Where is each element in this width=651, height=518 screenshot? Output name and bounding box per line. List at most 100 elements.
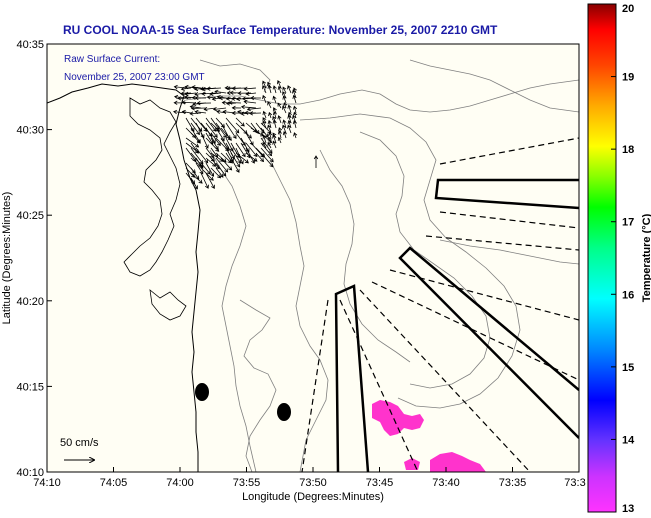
current-vector-arrow bbox=[181, 109, 192, 115]
current-vector-arrow bbox=[255, 152, 265, 163]
current-vector-arrow bbox=[206, 86, 222, 91]
radar-sector-1 bbox=[434, 178, 579, 210]
current-vector-arrow bbox=[268, 131, 273, 139]
current-vector-arrow bbox=[194, 91, 207, 97]
current-vector-arrow bbox=[199, 86, 212, 91]
scale-label: 50 cm/s bbox=[60, 437, 99, 449]
current-vector-arrow bbox=[195, 122, 205, 139]
radar-sector-3 bbox=[334, 284, 370, 472]
current-vector-arrow bbox=[262, 117, 267, 124]
isobath-contour-8 bbox=[239, 299, 277, 472]
x-axis-label: Longitude (Degrees:Minutes) bbox=[242, 491, 384, 503]
current-vector-arrow bbox=[190, 122, 200, 136]
x-tick-label: 73:40 bbox=[432, 477, 460, 489]
current-vector-arrow bbox=[205, 157, 217, 167]
colorbar-tick-label: 18 bbox=[622, 144, 634, 156]
current-vector-arrow bbox=[240, 104, 257, 110]
current-vector-arrow bbox=[272, 85, 277, 94]
current-vector-arrow bbox=[272, 107, 277, 114]
current-vector-arrow bbox=[214, 89, 227, 94]
isobath-contour-5 bbox=[299, 113, 521, 409]
current-vector-arrow bbox=[260, 152, 274, 168]
current-vector-arrow bbox=[287, 124, 292, 134]
current-vector-arrow bbox=[205, 122, 218, 138]
current-vector-arrow bbox=[195, 157, 204, 169]
current-vector-arrow bbox=[180, 86, 192, 91]
current-vector-arrow bbox=[272, 140, 277, 149]
current-vector-arrow bbox=[277, 85, 282, 94]
current-vector-arrow bbox=[218, 95, 232, 101]
estuary-outline bbox=[123, 97, 181, 277]
current-vector-arrow bbox=[181, 100, 197, 105]
current-vector-arrow bbox=[184, 84, 197, 90]
current-vector-arrow bbox=[277, 102, 282, 109]
radar-sector-2 bbox=[398, 246, 579, 439]
surface-current-vectors bbox=[173, 80, 319, 190]
current-vector-arrow bbox=[210, 137, 219, 150]
colorbar-label: Temperature (°C) bbox=[641, 213, 651, 302]
x-tick-label: 74:05 bbox=[100, 477, 128, 489]
current-vector-arrow bbox=[282, 95, 287, 104]
y-tick-label: 40:10 bbox=[16, 467, 44, 479]
x-tick-label: 73:45 bbox=[366, 477, 394, 489]
current-vector-arrow bbox=[195, 162, 204, 175]
current-vector-arrow bbox=[173, 100, 187, 105]
sst-patch-1 bbox=[372, 400, 424, 436]
current-vector-arrow bbox=[215, 157, 229, 173]
current-vector-arrow bbox=[210, 122, 221, 132]
colorbar-tick-label: 14 bbox=[622, 434, 635, 446]
current-vector-arrow bbox=[277, 136, 282, 144]
current-vector-arrow bbox=[231, 86, 247, 91]
current-vector-arrow bbox=[313, 155, 319, 168]
current-vector-arrow bbox=[205, 172, 215, 189]
current-vector-arrow bbox=[190, 106, 207, 111]
current-vector-arrow bbox=[262, 94, 267, 104]
current-vector-arrow bbox=[249, 111, 262, 116]
sst-patch-2 bbox=[430, 452, 486, 472]
current-vector-arrow bbox=[287, 104, 292, 114]
current-vector-arrow bbox=[235, 117, 245, 127]
current-vector-arrow bbox=[272, 134, 277, 144]
current-vector-arrow bbox=[245, 91, 257, 96]
current-vector-arrow bbox=[292, 120, 297, 129]
current-vector-arrow bbox=[200, 162, 211, 175]
current-vector-arrow bbox=[185, 167, 196, 178]
current-vector-arrow bbox=[243, 86, 257, 91]
colorbar-ticks: 20 19 18 17 16 15 14 13 bbox=[611, 3, 635, 515]
current-vector-arrow bbox=[282, 86, 287, 94]
colorbar-tick-label: 20 bbox=[622, 3, 634, 15]
current-vector-arrow bbox=[292, 105, 298, 114]
current-vector-arrow bbox=[282, 130, 287, 139]
current-vector-arrow bbox=[245, 152, 258, 162]
current-vector-arrow bbox=[267, 124, 272, 134]
plot-area bbox=[47, 44, 579, 472]
current-vector-arrow bbox=[215, 122, 227, 138]
current-vector-arrow bbox=[277, 80, 282, 89]
current-vector-arrow bbox=[190, 132, 201, 144]
current-vector-arrow bbox=[215, 117, 225, 128]
colorbar-tick-label: 17 bbox=[622, 217, 634, 229]
river-inlet bbox=[149, 289, 187, 321]
y-axis-label: Latitude (Degrees:Minutes) bbox=[1, 192, 13, 325]
current-vector-arrow bbox=[262, 84, 267, 94]
current-vector-arrow bbox=[262, 141, 267, 149]
current-vector-arrow bbox=[200, 172, 209, 189]
current-vector-arrow bbox=[205, 162, 215, 177]
station-marker-2 bbox=[277, 403, 291, 421]
current-vector-arrow bbox=[255, 122, 265, 134]
y-tick-label: 40:35 bbox=[16, 39, 44, 51]
current-vector-arrow bbox=[173, 84, 187, 90]
current-vector-arrow bbox=[212, 107, 227, 112]
current-vector-arrow bbox=[277, 130, 282, 139]
current-vector-arrow bbox=[189, 111, 202, 116]
current-vector-arrow bbox=[250, 95, 262, 101]
current-vector-arrow bbox=[203, 107, 217, 112]
current-vector-arrow bbox=[230, 157, 240, 173]
current-vector-arrow bbox=[205, 147, 214, 159]
current-vector-arrow bbox=[240, 137, 250, 153]
isobath-contour-3 bbox=[269, 159, 329, 472]
current-vector-arrow bbox=[237, 109, 247, 115]
isobath-contour-9 bbox=[439, 239, 579, 265]
